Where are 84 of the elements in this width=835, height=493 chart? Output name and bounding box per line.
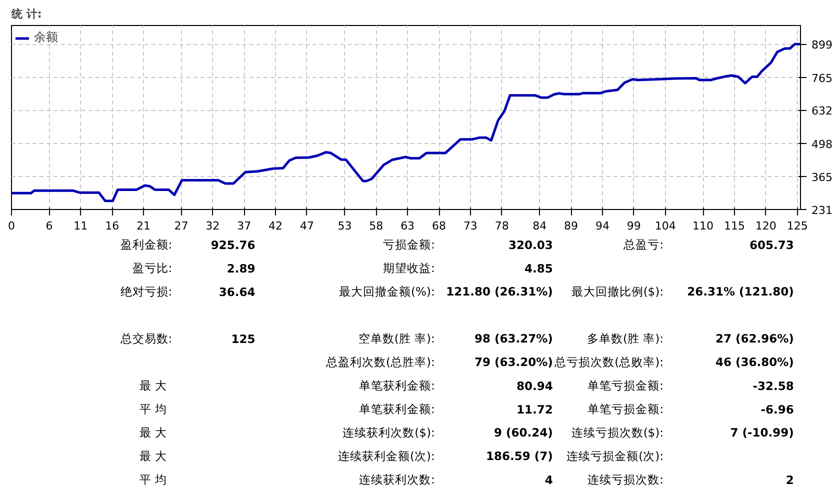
text: 26.31% (121.80) xyxy=(687,284,794,298)
text: 多单数(胜 率): xyxy=(586,332,664,346)
text: 11.72 xyxy=(516,402,553,416)
text: 连续亏损金额(次): xyxy=(566,449,664,463)
text: -32.58 xyxy=(752,379,794,393)
x-tick-label: 89 xyxy=(564,220,578,232)
text: 7 (-10.99) xyxy=(730,426,794,440)
x-tick-label: 104 xyxy=(654,220,676,232)
text: 最 大 xyxy=(139,449,168,463)
text: 2 xyxy=(786,473,794,487)
y-tick-label: 632 xyxy=(812,104,832,118)
text: 320.03 xyxy=(508,238,553,252)
text: 单笔亏损金额: xyxy=(588,378,664,392)
text: 总交易数: xyxy=(119,332,172,346)
text: 亏损金额: xyxy=(382,238,435,252)
text: 605.73 xyxy=(750,238,794,252)
text: 925.76 xyxy=(210,238,256,252)
x-tick-label: 99 xyxy=(626,220,641,232)
text: 最 大 xyxy=(139,378,168,392)
x-tick-label: 84 xyxy=(532,220,547,232)
x-tick-label: 68 xyxy=(432,220,446,232)
text: 连续获利次数: xyxy=(358,472,435,486)
x-tick-label: 37 xyxy=(237,220,252,232)
text: 空单数(胜 率): xyxy=(358,332,435,346)
x-tick-label: 16 xyxy=(105,220,120,232)
x-tick-label: 78 xyxy=(494,220,509,232)
text: 2.89 xyxy=(226,262,256,276)
text: 连续亏损次数: xyxy=(588,472,664,486)
text: 125 xyxy=(231,332,256,346)
text: 36.64 xyxy=(218,285,256,299)
text: 盈亏比: xyxy=(132,261,172,275)
text: 总亏损次数(总败率): xyxy=(554,355,664,369)
text: 盈利金额: xyxy=(120,238,172,252)
text: 98 (63.27%) xyxy=(474,332,553,346)
text: 最大回撤金额(%): xyxy=(339,284,435,298)
x-tick-label: 0 xyxy=(8,220,15,232)
text: 总盈利次数(总胜率): xyxy=(324,355,435,369)
text: 单笔获利金额: xyxy=(358,402,435,416)
text: 绝对亏损: xyxy=(120,284,172,298)
chart-title: 统 计: xyxy=(10,8,42,20)
x-tick-label: 58 xyxy=(369,220,384,232)
text: 4.85 xyxy=(524,262,553,276)
x-tick-label: 6 xyxy=(46,220,53,232)
text: 连续亏损次数($): xyxy=(571,426,664,440)
y-tick-label: 498 xyxy=(812,138,832,151)
x-tick-label: 32 xyxy=(206,220,220,232)
x-tick-label: 73 xyxy=(463,220,478,232)
line-series xyxy=(12,42,800,202)
y-tick-label: 899 xyxy=(812,38,832,52)
text: 单笔亏损金额: xyxy=(588,402,664,416)
text: 平 均 xyxy=(139,402,168,416)
text: 连续获利次数($): xyxy=(342,426,435,440)
text: 连续获利金额(次): xyxy=(338,449,435,463)
legend-label: 余额 xyxy=(34,29,58,46)
x-tick-label: 115 xyxy=(724,220,745,232)
x-tick-label: 42 xyxy=(268,220,283,232)
x-tick-label: 21 xyxy=(136,220,151,232)
text: 27 (62.96%) xyxy=(715,332,794,346)
x-tick-label: 94 xyxy=(595,220,610,232)
text: -6.96 xyxy=(760,402,794,416)
x-tick-label: 11 xyxy=(74,220,88,232)
text: 最大回撤比例($): xyxy=(571,284,664,298)
text: 总盈亏: xyxy=(622,238,664,252)
text: 4 xyxy=(544,473,553,487)
x-tick-label: 63 xyxy=(400,220,415,232)
text: 80.94 xyxy=(516,379,553,393)
text: 9 (60.24) xyxy=(494,426,553,440)
text: 单笔获利金额: xyxy=(358,378,435,392)
x-tick-label: 53 xyxy=(338,220,352,232)
text: 121.80 (26.31%) xyxy=(446,284,553,298)
x-tick-label: 110 xyxy=(692,220,714,232)
text: 最 大 xyxy=(139,426,168,440)
y-tick-label: 765 xyxy=(812,72,832,85)
text: 期望收益: xyxy=(382,261,435,275)
text: 平 均 xyxy=(139,472,168,486)
x-tick-label: 125 xyxy=(786,220,808,232)
x-tick-label: 120 xyxy=(755,220,776,232)
text: 186.59 (7) xyxy=(486,449,553,463)
x-tick-label: 27 xyxy=(174,220,188,232)
y-tick-label: 231 xyxy=(812,204,832,217)
text: 46 (36.80%) xyxy=(715,355,794,369)
text: 79 (63.20%) xyxy=(474,355,553,369)
x-tick-label: 47 xyxy=(300,220,314,232)
y-tick-label: 365 xyxy=(812,170,832,184)
